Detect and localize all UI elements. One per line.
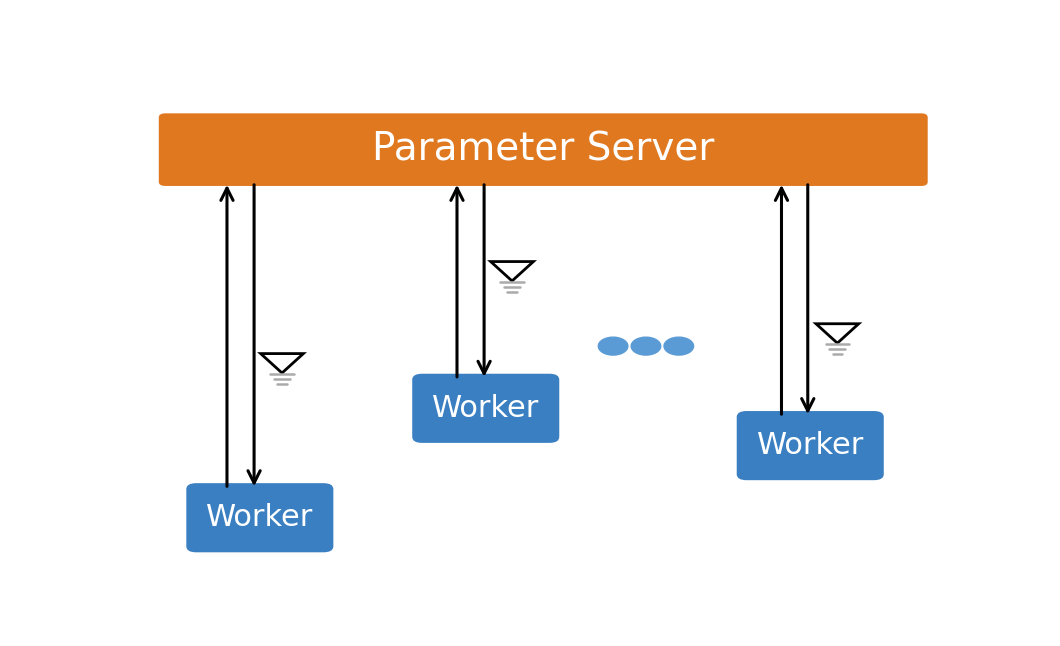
- Text: Worker: Worker: [206, 503, 314, 532]
- Text: Parameter Server: Parameter Server: [372, 130, 714, 169]
- Circle shape: [664, 337, 693, 355]
- Text: Worker: Worker: [432, 394, 540, 422]
- Polygon shape: [816, 324, 859, 343]
- Polygon shape: [261, 353, 303, 373]
- Circle shape: [598, 337, 628, 355]
- Text: Worker: Worker: [757, 431, 864, 460]
- Polygon shape: [491, 262, 533, 281]
- FancyBboxPatch shape: [159, 113, 928, 186]
- FancyBboxPatch shape: [412, 374, 560, 443]
- FancyBboxPatch shape: [187, 483, 333, 552]
- FancyBboxPatch shape: [737, 411, 884, 480]
- Circle shape: [631, 337, 660, 355]
